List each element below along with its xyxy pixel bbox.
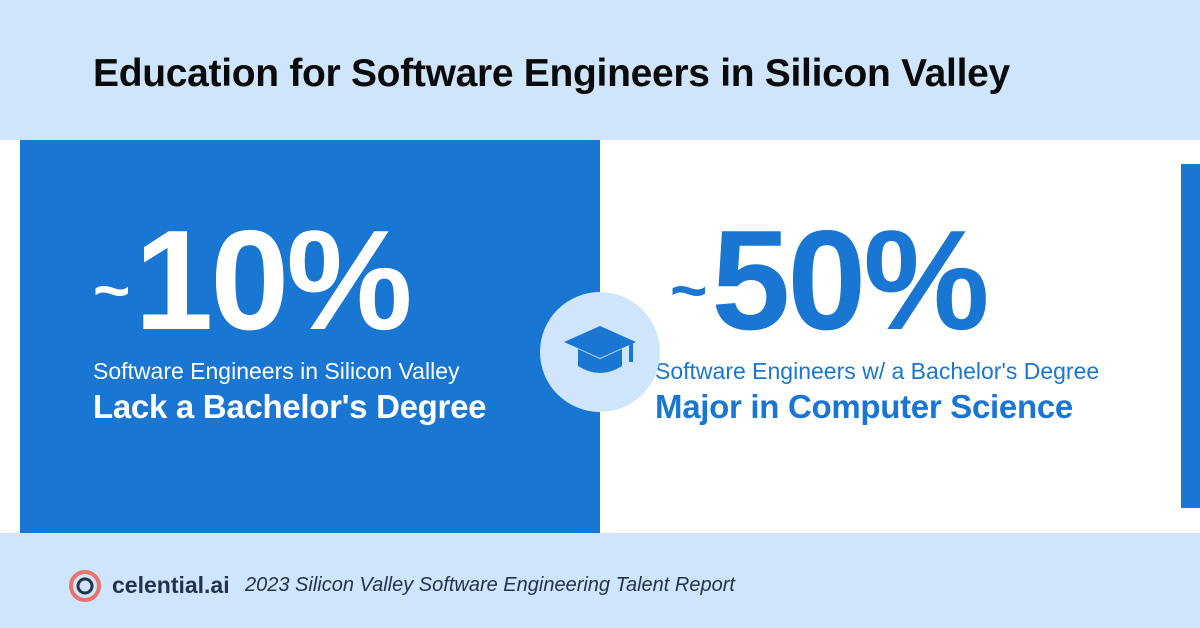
right-edge-strip	[1181, 164, 1200, 508]
right-stat-emphasis: Major in Computer Science	[655, 388, 1073, 425]
right-stat-tilde: ~	[670, 254, 708, 326]
right-stat-figure: ~ 50%	[670, 201, 990, 360]
right-stat-subtitle: Software Engineers w/ a Bachelor's Degre…	[655, 358, 1100, 384]
left-stat-emphasis: Lack a Bachelor's Degree	[93, 388, 487, 425]
graduation-cap-icon	[564, 326, 636, 373]
brand-name: celential.ai	[112, 572, 230, 598]
page-title: Education for Software Engineers in Sili…	[93, 52, 1010, 95]
left-stat-tilde: ~	[93, 254, 131, 326]
celential-logo-icon	[69, 570, 101, 602]
report-title: 2023 Silicon Valley Software Engineering…	[245, 574, 735, 596]
graduation-cap-badge	[540, 292, 660, 412]
left-edge-strip	[0, 164, 20, 508]
left-stat-panel: ~ 10% Software Engineers in Silicon Vall…	[20, 140, 600, 533]
left-stat-figure: ~ 10%	[93, 201, 413, 360]
stats-band: ~ 10% Software Engineers in Silicon Vall…	[0, 140, 1200, 533]
right-stat-value: 50%	[711, 201, 989, 360]
left-stat-value: 10%	[134, 201, 412, 360]
left-stat-subtitle: Software Engineers in Silicon Valley	[93, 358, 460, 384]
